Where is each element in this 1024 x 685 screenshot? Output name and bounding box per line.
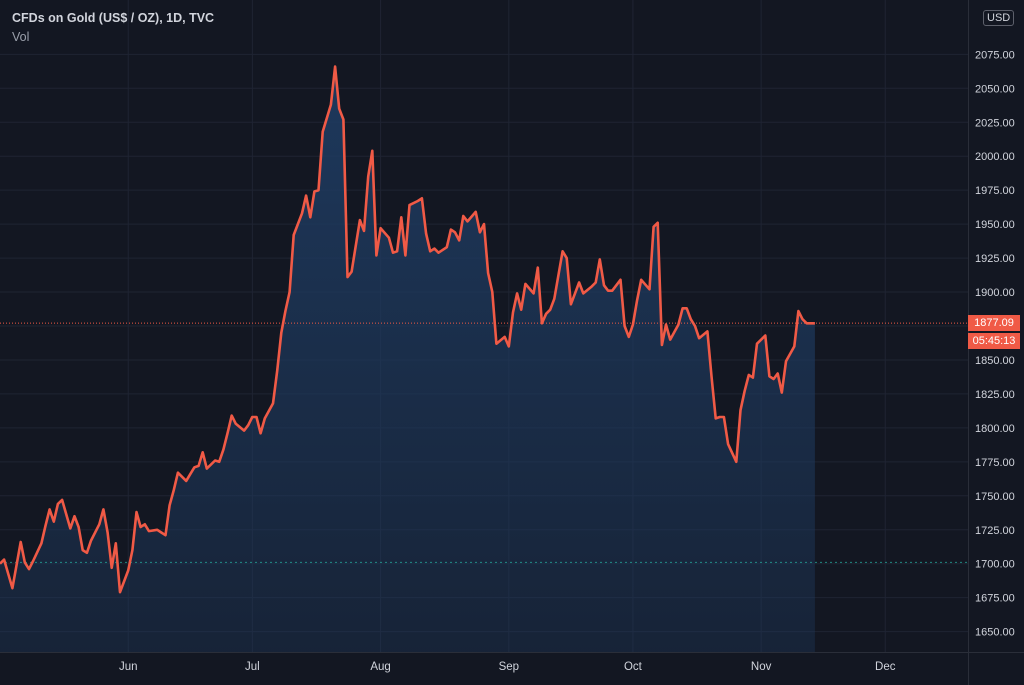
last-price-tag: 1877.09	[968, 315, 1020, 332]
price-tick-label: 1925.00	[975, 253, 1015, 265]
price-tick-label: 2050.00	[975, 83, 1015, 95]
time-axis[interactable]: Jun Jul Aug Sep Oct Nov Dec	[119, 661, 896, 673]
price-tick-label: 2025.00	[975, 117, 1015, 129]
price-tick-label: 1675.00	[975, 593, 1015, 605]
price-area-fill	[0, 66, 815, 653]
volume-indicator-label[interactable]: Vol	[12, 30, 30, 44]
time-tick-label: Sep	[499, 661, 519, 673]
price-tick-label: 1800.00	[975, 423, 1015, 435]
time-tick-label: Aug	[370, 661, 390, 673]
price-tick-label: 1900.00	[975, 287, 1015, 299]
time-tick-label: Dec	[875, 661, 896, 673]
price-tick-label: 1775.00	[975, 457, 1015, 469]
price-tick-label: 1825.00	[975, 389, 1015, 401]
price-tick-label: 1950.00	[975, 219, 1015, 231]
price-tick-label: 1725.00	[975, 525, 1015, 537]
price-tick-label: 1975.00	[975, 185, 1015, 197]
price-tick-label: 1700.00	[975, 559, 1015, 571]
currency-button[interactable]: USD	[983, 10, 1015, 26]
symbol-title[interactable]: CFDs on Gold (US$ / OZ), 1D, TVC	[12, 11, 215, 25]
time-tick-label: Nov	[751, 661, 772, 673]
price-series-line[interactable]	[0, 65, 815, 594]
time-tick-label: Jun	[119, 661, 138, 673]
price-tick-label: 1650.00	[975, 627, 1015, 639]
price-tick-label: 1850.00	[975, 355, 1015, 367]
price-tick-label: 2000.00	[975, 151, 1015, 163]
price-tick-label: 1750.00	[975, 491, 1015, 503]
price-tick-label: 2075.00	[975, 49, 1015, 61]
bar-countdown-tag: 05:45:13	[968, 333, 1020, 350]
time-tick-label: Jul	[245, 661, 260, 673]
time-tick-label: Oct	[624, 661, 643, 673]
